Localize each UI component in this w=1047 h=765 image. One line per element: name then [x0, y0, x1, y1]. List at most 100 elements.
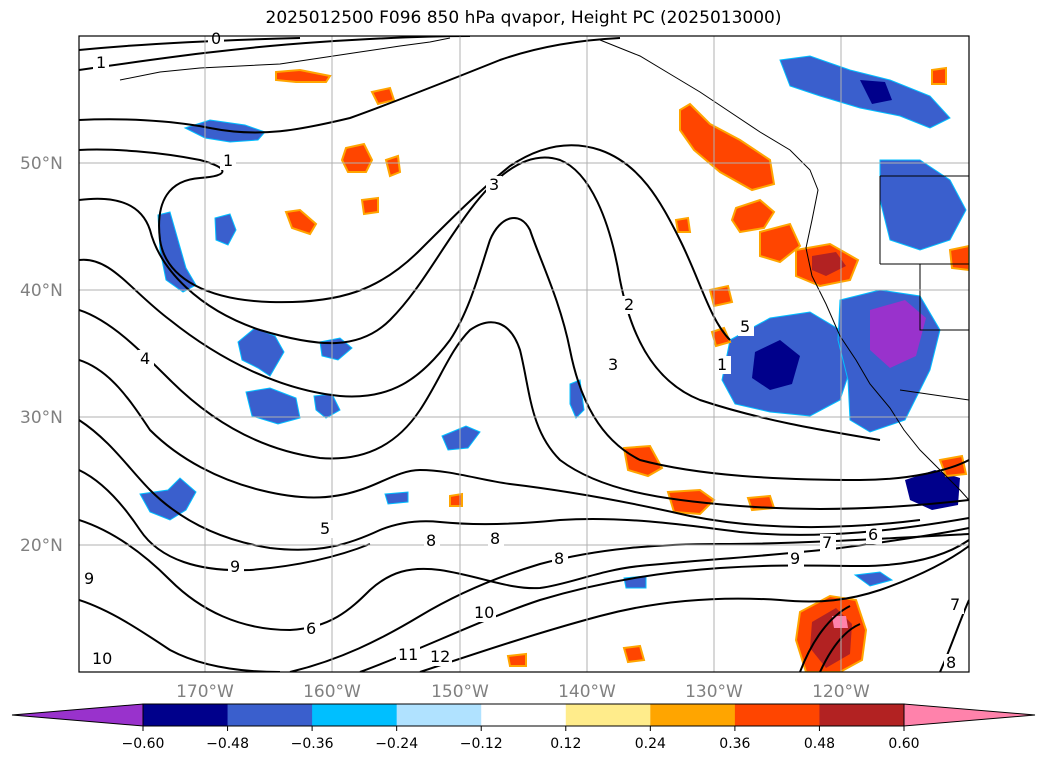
contour-label: 8 — [490, 529, 500, 548]
colorbar-segment — [143, 704, 229, 726]
negative-anomaly-area — [245, 387, 301, 425]
contour-label: 8 — [426, 531, 436, 550]
contour-label: 0 — [211, 29, 221, 48]
positive-anomaly-area — [340, 142, 374, 173]
colorbar-tick-label: 0.48 — [804, 736, 835, 752]
negative-anomaly-area — [879, 159, 967, 251]
colorbar-segment — [650, 704, 736, 726]
colorbar-extend-left — [11, 703, 144, 727]
positive-anomaly-area — [931, 66, 947, 85]
contour-label: 8 — [554, 549, 564, 568]
colorbar: −0.60 −0.48 −0.36 −0.24 −0.12 0.12 0.24 0.36 0.4… — [11, 703, 1036, 752]
negative-anomaly-area — [779, 55, 951, 129]
contour-label: 1 — [223, 151, 233, 170]
positive-anomaly-area — [622, 644, 646, 664]
negative-anomaly-area — [441, 425, 481, 451]
colorbar-segment — [312, 704, 398, 726]
lon-label: 170°W — [176, 682, 234, 702]
contour-label: 3 — [608, 355, 618, 374]
contour-label: 7 — [950, 595, 960, 614]
colorbar-tick-label: 0.36 — [719, 736, 750, 752]
longitude-labels: 170°W 160°W 150°W 140°W 130°W 120°W — [176, 682, 870, 702]
lon-label: 160°W — [303, 682, 361, 702]
lon-label: 140°W — [558, 682, 616, 702]
map-title: 2025012500 F096 850 hPa qvapor, Height P… — [265, 8, 782, 28]
negative-anomaly-area — [139, 477, 197, 521]
positive-anomaly-area — [506, 652, 527, 667]
colorbar-segment — [565, 704, 651, 726]
colorbar-tick-label: 0.60 — [888, 736, 919, 752]
positive-anomaly-area — [832, 616, 848, 628]
positive-anomaly-area — [948, 244, 969, 272]
negative-anomaly-area — [853, 571, 894, 587]
contour-label: 10 — [474, 603, 494, 622]
positive-anomaly-area — [710, 326, 732, 348]
contour-label: 11 — [398, 645, 418, 664]
colorbar-segment — [396, 704, 482, 726]
contour-label: 4 — [140, 349, 150, 368]
colorbar-segment — [819, 704, 905, 726]
contour-label: 9 — [790, 549, 800, 568]
negative-anomaly-area — [752, 340, 800, 390]
positive-anomaly-area — [759, 222, 802, 264]
contour-label: 2 — [624, 295, 634, 314]
contour-labels: 0 1 1 3 2 3 1 4 5 5 8 8 8 9 9 7 6 10 11 … — [82, 29, 964, 672]
contour-label: 9 — [84, 569, 94, 588]
contour-label: 12 — [430, 647, 450, 666]
contour-label: 8 — [946, 653, 956, 672]
contour-label: 6 — [868, 525, 878, 544]
contour-label: 5 — [740, 317, 750, 336]
positive-anomaly-area — [730, 198, 776, 234]
colorbar-segment — [481, 704, 567, 726]
colorbar-tick-label: −0.24 — [375, 736, 418, 752]
negative-anomaly-area — [905, 470, 960, 510]
lat-label: 50°N — [20, 154, 63, 174]
lon-label: 120°W — [812, 682, 870, 702]
positive-anomaly-area — [674, 216, 692, 233]
negative-anomaly-area — [860, 80, 892, 104]
positive-anomaly-area — [708, 284, 734, 308]
contour-label: 1 — [96, 53, 106, 72]
negative-anomaly-area — [384, 491, 409, 505]
colorbar-tick-label: −0.36 — [291, 736, 334, 752]
positive-anomaly-area — [449, 492, 463, 507]
coastlines — [119, 37, 969, 501]
contour-label: 10 — [92, 649, 112, 668]
colorbar-ticks: −0.60 −0.48 −0.36 −0.24 −0.12 0.12 0.24 0.36 0.4… — [122, 726, 920, 752]
contour-label: 7 — [822, 533, 832, 552]
plot-frame — [78, 35, 970, 673]
colorbar-extend-right — [903, 703, 1036, 727]
positive-anomaly-area — [812, 252, 846, 276]
negative-anomaly-area — [214, 213, 237, 246]
contour-label: 6 — [306, 619, 316, 638]
lat-label: 20°N — [20, 536, 63, 556]
positive-anomaly-area — [275, 68, 332, 83]
lat-label: 30°N — [20, 408, 63, 428]
positive-anomaly-area — [284, 208, 318, 236]
positive-anomaly-area — [370, 86, 396, 106]
colorbar-segments — [143, 704, 905, 726]
colorbar-tick-label: 0.24 — [635, 736, 666, 752]
lon-label: 130°W — [685, 682, 743, 702]
colorbar-tick-label: 0.12 — [550, 736, 581, 752]
latitude-labels: 50°N 40°N 30°N 20°N — [20, 154, 63, 556]
negative-anomaly-area — [870, 300, 926, 368]
lat-label: 40°N — [20, 281, 63, 301]
colorbar-segment — [227, 704, 313, 726]
contour-label: 5 — [320, 519, 330, 538]
contour-label: 9 — [230, 557, 240, 576]
positive-anomaly-area — [679, 102, 776, 192]
positive-anomaly-area — [384, 154, 402, 178]
colorbar-tick-label: −0.12 — [460, 736, 503, 752]
lon-label: 150°W — [431, 682, 489, 702]
colorbar-tick-label: −0.48 — [206, 736, 249, 752]
colorbar-tick-label: −0.60 — [122, 736, 165, 752]
contour-label: 1 — [717, 355, 727, 374]
contour-label: 3 — [489, 175, 499, 194]
positive-anomaly-area — [360, 196, 379, 216]
colorbar-segment — [734, 704, 820, 726]
graticule — [79, 36, 969, 672]
colorbar-frame — [142, 703, 905, 727]
